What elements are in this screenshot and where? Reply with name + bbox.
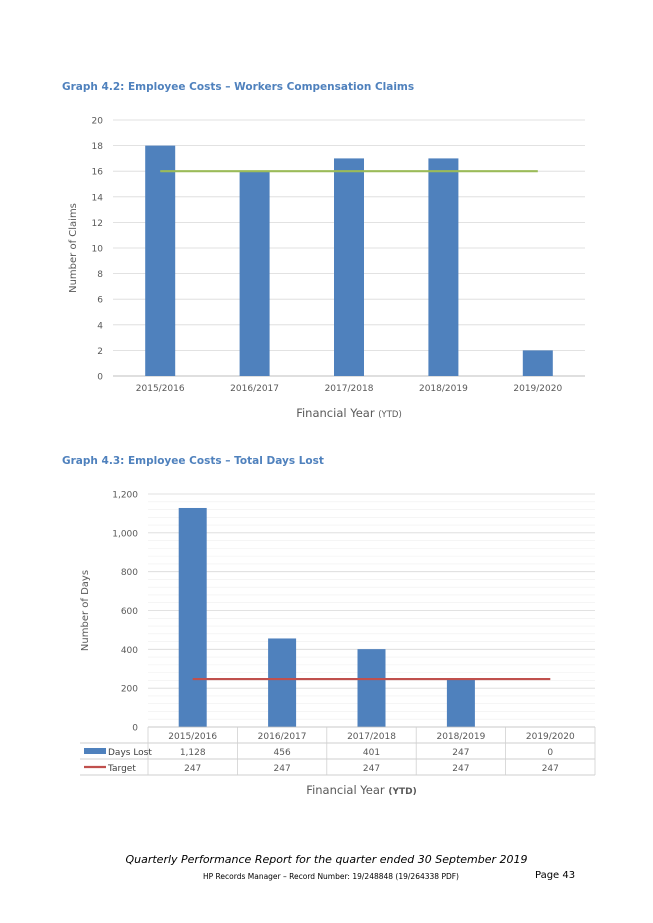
x-tick-label: 2016/2017 <box>230 384 279 394</box>
total-days-lost-chart: 0 200 400 600 800 1,000 1,200 2015/2016 2016/201… <box>80 491 596 797</box>
bar-claims <box>522 350 553 376</box>
bar-claims <box>334 158 364 376</box>
graph-4-3-title: Graph 4.3: Employee Costs – Total Days L… <box>62 455 324 467</box>
x-tick-label: 2018/2019 <box>419 384 468 394</box>
x-tick-label: 2017/2018 <box>347 732 396 742</box>
graph-4-2-title: Graph 4.2: Employee Costs – Workers Comp… <box>62 81 415 93</box>
x-tick-label: 2019/2020 <box>526 732 575 742</box>
y-tick-label: 0 <box>97 373 103 383</box>
table-cell-target: 247 <box>363 764 380 774</box>
y-tick-label: 600 <box>121 607 138 617</box>
legend-label-target: Target <box>107 764 136 774</box>
x-tick-label: 2019/2020 <box>513 384 562 394</box>
bar-claims <box>145 145 176 376</box>
y-tick-label: 14 <box>92 193 104 203</box>
y-tick-label: 18 <box>92 142 104 152</box>
table-cell-days-lost: 456 <box>274 748 291 758</box>
legend-key-days-lost <box>84 748 106 754</box>
bar-days-lost <box>446 679 475 727</box>
table-cell-target: 247 <box>274 764 291 774</box>
y-tick-label: 0 <box>132 724 138 734</box>
y-tick-label: 4 <box>97 321 103 331</box>
y-tick-label: 20 <box>92 117 104 127</box>
record-number: HP Records Manager – Record Number: 19/2… <box>203 872 459 881</box>
table-cell-days-lost: 1,128 <box>180 748 206 758</box>
y-tick-label: 2 <box>97 347 103 357</box>
table-cell-target: 247 <box>542 764 559 774</box>
x-tick-label: 2015/2016 <box>136 384 185 394</box>
y-axis-title: Number of Claims <box>68 203 79 293</box>
x-axis-title-suffix: (YTD) <box>388 787 416 797</box>
bar-claims <box>239 171 270 376</box>
table-cell-days-lost: 401 <box>363 748 380 758</box>
y-tick-label: 12 <box>92 219 103 229</box>
x-axis-title: Financial Year (YTD) <box>296 406 402 420</box>
x-tick-label: 2016/2017 <box>258 732 307 742</box>
y-tick-label: 16 <box>92 168 104 178</box>
x-tick-label: 2015/2016 <box>168 732 217 742</box>
table-cell-days-lost: 247 <box>452 748 469 758</box>
y-tick-label: 10 <box>92 245 104 255</box>
x-tick-label: 2017/2018 <box>325 384 374 394</box>
bar-days-lost <box>178 507 207 727</box>
y-tick-label: 200 <box>121 685 138 695</box>
y-tick-label: 800 <box>121 568 138 578</box>
page-number: Page 43 <box>535 870 576 881</box>
y-axis-title: Number of Days <box>80 570 91 651</box>
y-tick-label: 6 <box>97 296 103 306</box>
y-tick-label: 8 <box>97 270 103 280</box>
legend-label-days-lost: Days Lost <box>108 748 152 758</box>
x-axis-title-suffix: (YTD) <box>378 410 402 420</box>
y-tick-label: 1,200 <box>112 491 138 501</box>
bar-days-lost <box>357 649 386 727</box>
table-cell-days-lost: 0 <box>547 748 553 758</box>
workers-compensation-claims-chart: 0 2 4 6 8 10 12 14 16 18 20 2015/2016 2016/2017 2017/… <box>68 117 585 420</box>
table-cell-target: 247 <box>184 764 201 774</box>
y-tick-label: 400 <box>121 646 138 656</box>
x-axis-title: Financial Year (YTD) <box>306 783 416 797</box>
x-tick-label: 2018/2019 <box>436 732 485 742</box>
table-cell-target: 247 <box>452 764 469 774</box>
report-footer-title: Quarterly Performance Report for the qua… <box>125 853 528 866</box>
y-tick-label: 1,000 <box>112 529 138 539</box>
bar-days-lost <box>268 638 297 727</box>
bar-claims <box>428 158 459 376</box>
